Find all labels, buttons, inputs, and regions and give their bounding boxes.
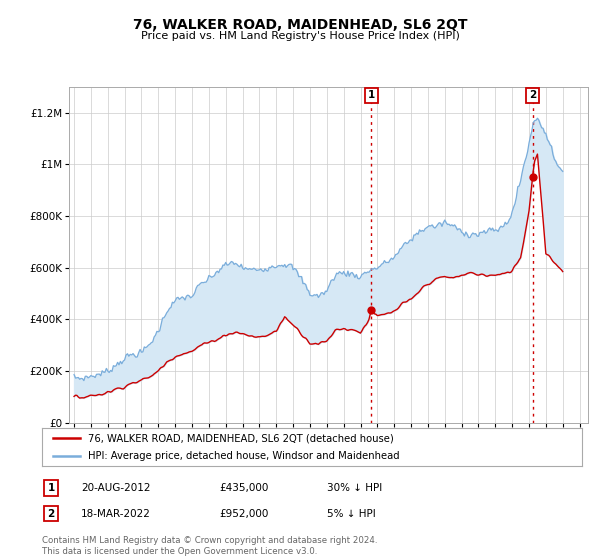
- Text: 2: 2: [529, 90, 536, 100]
- Text: Price paid vs. HM Land Registry's House Price Index (HPI): Price paid vs. HM Land Registry's House …: [140, 31, 460, 41]
- Text: 76, WALKER ROAD, MAIDENHEAD, SL6 2QT (detached house): 76, WALKER ROAD, MAIDENHEAD, SL6 2QT (de…: [88, 433, 394, 443]
- Text: 5% ↓ HPI: 5% ↓ HPI: [327, 508, 376, 519]
- Text: 1: 1: [368, 90, 375, 100]
- Text: 76, WALKER ROAD, MAIDENHEAD, SL6 2QT: 76, WALKER ROAD, MAIDENHEAD, SL6 2QT: [133, 18, 467, 32]
- Text: 20-AUG-2012: 20-AUG-2012: [81, 483, 151, 493]
- Text: 18-MAR-2022: 18-MAR-2022: [81, 508, 151, 519]
- Text: Contains HM Land Registry data © Crown copyright and database right 2024.
This d: Contains HM Land Registry data © Crown c…: [42, 536, 377, 556]
- Text: £435,000: £435,000: [219, 483, 268, 493]
- Text: HPI: Average price, detached house, Windsor and Maidenhead: HPI: Average price, detached house, Wind…: [88, 451, 400, 461]
- Text: 30% ↓ HPI: 30% ↓ HPI: [327, 483, 382, 493]
- Text: £952,000: £952,000: [219, 508, 268, 519]
- Text: 1: 1: [47, 483, 55, 493]
- Text: 2: 2: [47, 508, 55, 519]
